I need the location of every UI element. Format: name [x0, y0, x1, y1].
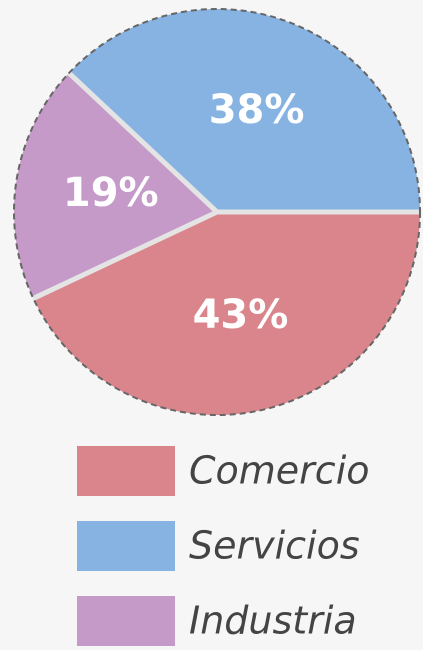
pie-slice [69, 9, 420, 213]
legend-swatch [77, 521, 175, 571]
legend-label: Servicios [189, 524, 360, 568]
slice-label: 19% [63, 170, 159, 216]
slice-label: 43% [193, 292, 289, 338]
legend-label: Comercio [189, 449, 370, 493]
pie-slice [33, 212, 421, 415]
slice-label: 38% [209, 87, 305, 133]
pie-slice [14, 73, 217, 299]
legend-swatch [77, 596, 175, 646]
slice-separator [67, 71, 219, 214]
slice-separator [32, 209, 219, 301]
legend-label: Industria [189, 599, 357, 643]
pie-outline [13, 8, 421, 416]
legend-swatch [77, 446, 175, 496]
